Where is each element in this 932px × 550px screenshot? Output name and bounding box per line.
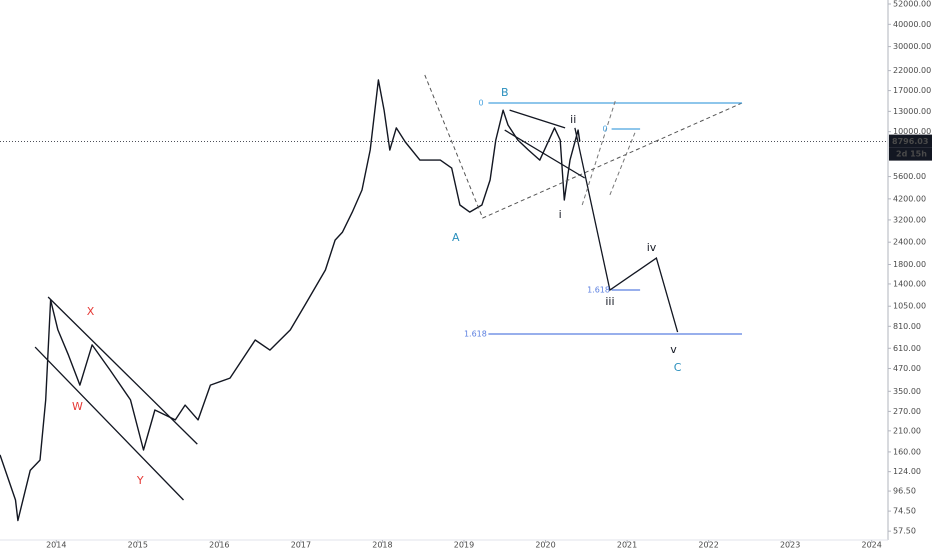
y-tick-label: 470.00: [893, 364, 921, 373]
x-tick-label: 2016: [209, 541, 229, 550]
x-tick-label: 2024: [862, 541, 882, 550]
drawing-line: [47, 296, 198, 445]
x-tick-label: 2023: [780, 541, 800, 550]
y-tick-label: 350.00: [893, 387, 921, 396]
y-tick-label: 40000.00: [893, 20, 931, 29]
x-tick-label: 2018: [372, 541, 392, 550]
x-tick-label: 2022: [698, 541, 718, 550]
drawing-line: [609, 129, 637, 196]
y-tick-label: 10000.00: [893, 127, 931, 136]
wave-label: C: [674, 361, 682, 374]
drawing-line: [504, 129, 586, 179]
wave-label: X: [87, 305, 95, 318]
y-tick-label: 13000.00: [893, 107, 931, 116]
wave-label: ii: [570, 113, 576, 126]
x-tick-label: 2017: [291, 541, 311, 550]
fib-label: 0: [602, 125, 607, 134]
y-tick-label: 1800.00: [893, 260, 926, 269]
drawing-line: [509, 109, 566, 129]
x-tick-label: 2020: [535, 541, 555, 550]
y-tick-label: 1050.00: [893, 302, 926, 311]
y-tick-label: 57.50: [893, 527, 916, 536]
y-tick-label: 22000.00: [893, 66, 931, 75]
x-tick-label: 2015: [128, 541, 148, 550]
last-price-label: 8796.03: [892, 137, 928, 146]
y-tick-label: 3200.00: [893, 215, 926, 224]
drawing-line: [574, 127, 679, 333]
y-tick-label: 270.00: [893, 407, 921, 416]
y-tick-label: 17000.00: [893, 86, 931, 95]
wave-label: i: [559, 208, 562, 221]
wave-label: iv: [647, 241, 657, 254]
wave-label: Y: [136, 474, 144, 487]
y-tick-label: 52000.00: [893, 0, 931, 9]
wave-label: B: [501, 86, 509, 99]
y-tick-label: 124.00: [893, 467, 921, 476]
wave-label: A: [452, 231, 460, 244]
y-tick-label: 96.50: [893, 487, 916, 496]
y-tick-label: 5600.00: [893, 172, 926, 181]
y-tick-label: 160.00: [893, 447, 921, 456]
fib-label: 1.618: [587, 286, 610, 295]
y-tick-label: 810.00: [893, 322, 921, 331]
wave-label: iii: [605, 295, 614, 308]
y-tick-label: 2400.00: [893, 238, 926, 247]
fib-label: 0: [479, 98, 484, 107]
drawing-line: [34, 346, 184, 501]
countdown-badge: [889, 147, 932, 161]
y-tick-label: 1400.00: [893, 279, 926, 288]
y-tick-label: 610.00: [893, 344, 921, 353]
last-price-badge: [889, 134, 932, 148]
countdown-label: 2d 15h: [896, 150, 927, 159]
y-tick-label: 4200.00: [893, 194, 926, 203]
y-tick-label: 30000.00: [893, 42, 931, 51]
y-tick-label: 74.50: [893, 507, 916, 516]
drawing-line: [424, 74, 743, 219]
wave-label: W: [72, 400, 83, 413]
x-tick-label: 2021: [617, 541, 637, 550]
x-tick-label: 2014: [46, 541, 66, 550]
wave-label: v: [670, 343, 677, 356]
y-tick-label: 210.00: [893, 426, 921, 435]
x-tick-label: 2019: [454, 541, 474, 550]
price-line: [0, 79, 581, 522]
drawing-line: [581, 99, 617, 206]
fib-label: 1.618: [464, 330, 487, 339]
